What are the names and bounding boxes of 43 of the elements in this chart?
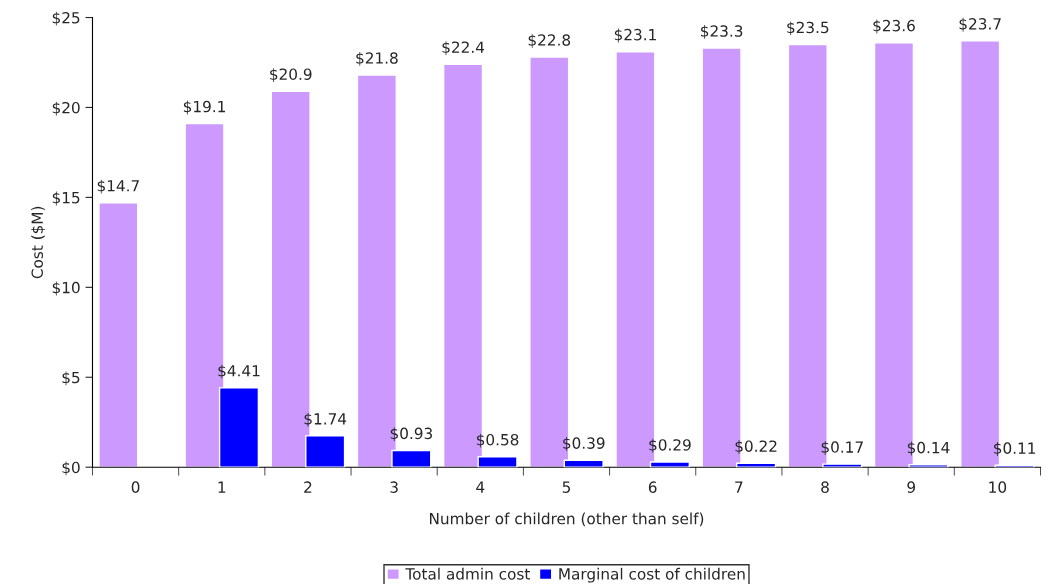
x-tick-label: 10 [989,481,1007,493]
legend-label: Marginal cost of children [559,567,745,583]
data-label: $19.1 [183,100,225,115]
data-label: $0.22 [735,440,777,454]
legend-label: Total admin cost [405,567,530,580]
data-label: $4.41 [218,364,260,379]
data-label: $22.4 [442,41,485,56]
x-tick-label: 9 [907,481,915,493]
bar [98,202,139,468]
x-tick-label: 6 [648,481,657,493]
x-tick-label: 8 [821,481,829,493]
y-tick-label: $5 [62,371,80,386]
x-tick-label: 4 [476,481,485,493]
data-label: $0.17 [821,441,863,455]
y-axis-title: Cost ($M) [31,206,46,279]
data-label: $23.5 [787,21,829,36]
data-label: $23.7 [959,17,1001,32]
data-label: $21.8 [356,51,398,66]
y-tick-label: $10 [52,281,80,296]
x-tick-label: 2 [304,481,312,493]
x-tick-label: 0 [131,481,140,493]
data-label: $23.1 [614,28,656,43]
y-tick-label: $25 [52,11,80,26]
data-label: $23.3 [701,24,743,39]
x-tick-label: 1 [218,481,226,493]
data-label: $20.9 [270,68,312,82]
data-label: $14.7 [97,179,139,194]
data-label: $0.29 [649,438,691,453]
x-axis-title: Number of children (other than self) [429,512,704,527]
data-label: $22.8 [528,33,571,48]
data-label: $0.58 [476,433,519,448]
data-label: $0.39 [563,437,605,451]
y-tick-label: $20 [52,101,80,116]
data-label: $0.11 [994,442,1036,456]
x-tick-label: 3 [390,481,398,493]
data-label: $0.14 [907,441,950,456]
data-label: $1.74 [304,412,347,427]
x-tick-label: 7 [735,481,743,493]
data-label: $23.6 [873,19,915,34]
y-tick-label: $15 [52,191,80,206]
y-tick-label: $0 [62,461,80,476]
x-tick-label: 5 [562,481,571,493]
data-label: $0.93 [390,427,433,442]
